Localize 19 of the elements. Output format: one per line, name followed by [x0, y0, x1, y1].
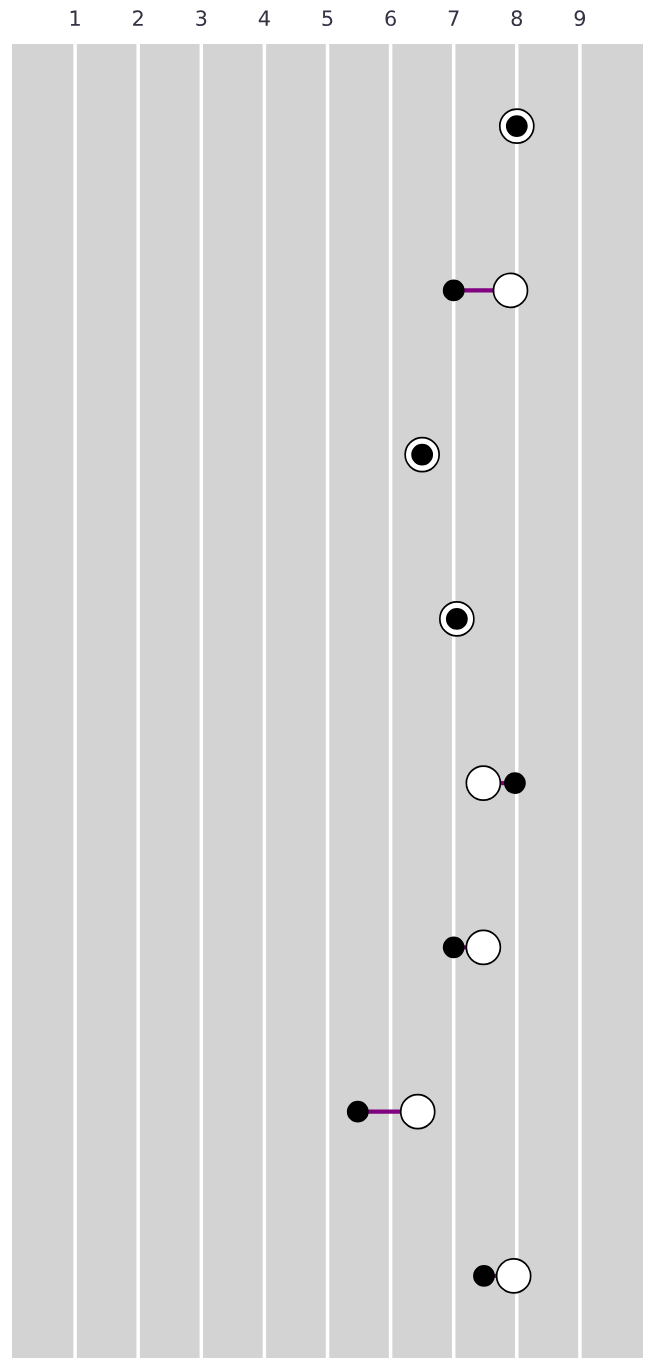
x-tick-label: 3 — [196, 10, 207, 27]
point — [504, 772, 526, 795]
point — [492, 272, 529, 309]
point — [442, 936, 465, 959]
point — [495, 1258, 532, 1294]
point — [465, 929, 502, 966]
x-tick-label: 2 — [133, 10, 143, 26]
point — [399, 1093, 436, 1130]
x-tick-label: 1 — [70, 10, 80, 26]
point — [473, 1264, 495, 1287]
x-tick-label: 8 — [511, 10, 522, 27]
x-tick-label: 7 — [448, 10, 459, 26]
point — [346, 1100, 369, 1123]
x-tick-label: 5 — [322, 10, 333, 27]
point — [442, 279, 465, 302]
point — [465, 765, 502, 801]
x-tick-label: 6 — [385, 10, 396, 27]
x-tick-label: 4 — [258, 10, 270, 26]
x-tick-label: 9 — [574, 10, 586, 27]
